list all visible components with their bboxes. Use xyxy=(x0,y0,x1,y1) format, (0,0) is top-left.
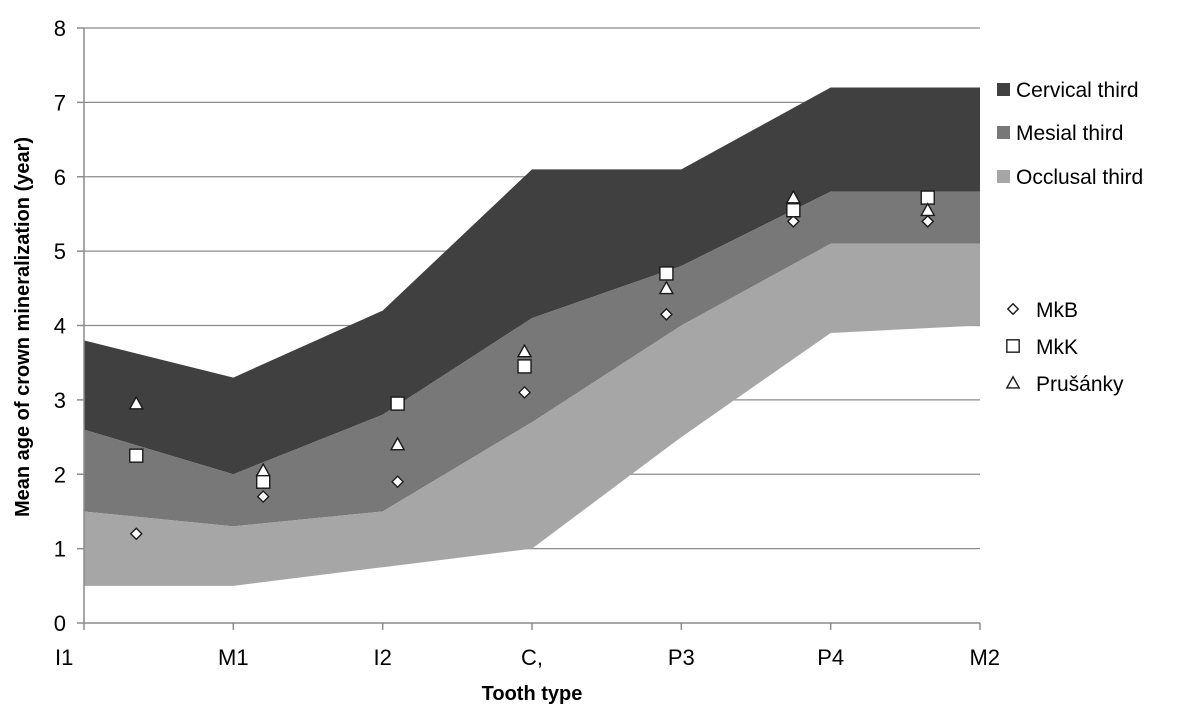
area-band xyxy=(84,243,980,586)
data-point-square xyxy=(390,396,405,411)
data-point-square xyxy=(659,266,674,281)
data-point-diamond xyxy=(256,490,270,504)
y-tick-label: 5 xyxy=(54,239,66,264)
axes xyxy=(77,27,981,630)
data-points xyxy=(128,189,936,541)
x-tick-label: M1 xyxy=(218,645,249,670)
y-tick-label: 7 xyxy=(54,90,66,115)
data-point-square xyxy=(129,448,144,463)
data-point-triangle xyxy=(658,280,675,295)
area-bands xyxy=(84,87,980,586)
data-point-triangle xyxy=(920,202,936,217)
data-point-square xyxy=(256,474,271,489)
data-point-triangle xyxy=(389,436,406,451)
legend-swatch xyxy=(997,126,1010,139)
data-point-triangle xyxy=(255,462,271,477)
x-tick-label: M2 xyxy=(969,645,1000,670)
y-tick-label: 6 xyxy=(54,165,66,190)
x-tick-label: P4 xyxy=(817,645,844,670)
legend-marker xyxy=(1006,302,1020,316)
legend-marker xyxy=(1006,339,1020,353)
y-tick-label: 2 xyxy=(54,462,66,487)
data-point-square xyxy=(786,203,801,218)
data-point-square xyxy=(517,359,532,374)
x-tick-labels: I1 M1 I2 C, P3 P4 M2 xyxy=(55,645,1000,670)
y-tick-label: 1 xyxy=(54,537,66,562)
y-tick-label: 0 xyxy=(54,611,66,636)
x-axis-title: Tooth type xyxy=(482,683,583,705)
x-tick-label: P3 xyxy=(668,645,695,670)
y-tick-label: 3 xyxy=(54,388,66,413)
data-point-diamond xyxy=(391,475,405,489)
x-tick-label: I2 xyxy=(373,645,391,670)
legend-label: Prušánky xyxy=(1036,373,1124,396)
legend-label: Mesial third xyxy=(1016,122,1123,145)
data-point-square xyxy=(920,190,935,205)
legend-label: MkK xyxy=(1036,336,1078,359)
legend-marker xyxy=(1005,375,1021,389)
legend: Cervical third Mesial third Occlusal third… xyxy=(997,79,1143,396)
area-band xyxy=(84,87,980,475)
data-point-diamond xyxy=(659,307,673,321)
data-point-triangle xyxy=(128,395,144,410)
legend-label: MkB xyxy=(1036,299,1078,322)
y-tick-labels: 0 1 2 3 4 5 6 7 8 xyxy=(54,16,66,636)
y-axis-title: Mean age of crown mineralization (year) xyxy=(12,137,34,517)
y-tick-label: 4 xyxy=(54,314,66,339)
data-point-diamond xyxy=(786,214,800,228)
data-point-diamond xyxy=(518,385,532,399)
data-point-diamond xyxy=(921,214,935,228)
legend-label: Occlusal third xyxy=(1016,166,1143,189)
y-tick-label: 8 xyxy=(54,16,66,41)
x-tick-label: C, xyxy=(521,645,543,670)
legend-swatch xyxy=(997,170,1010,183)
x-tick-label: I1 xyxy=(55,645,73,670)
legend-label: Cervical third xyxy=(1016,79,1139,102)
data-point-diamond xyxy=(129,527,143,541)
data-point-triangle xyxy=(516,343,533,358)
legend-swatch xyxy=(997,83,1010,96)
data-point-triangle xyxy=(785,189,802,204)
area-band xyxy=(84,191,980,527)
